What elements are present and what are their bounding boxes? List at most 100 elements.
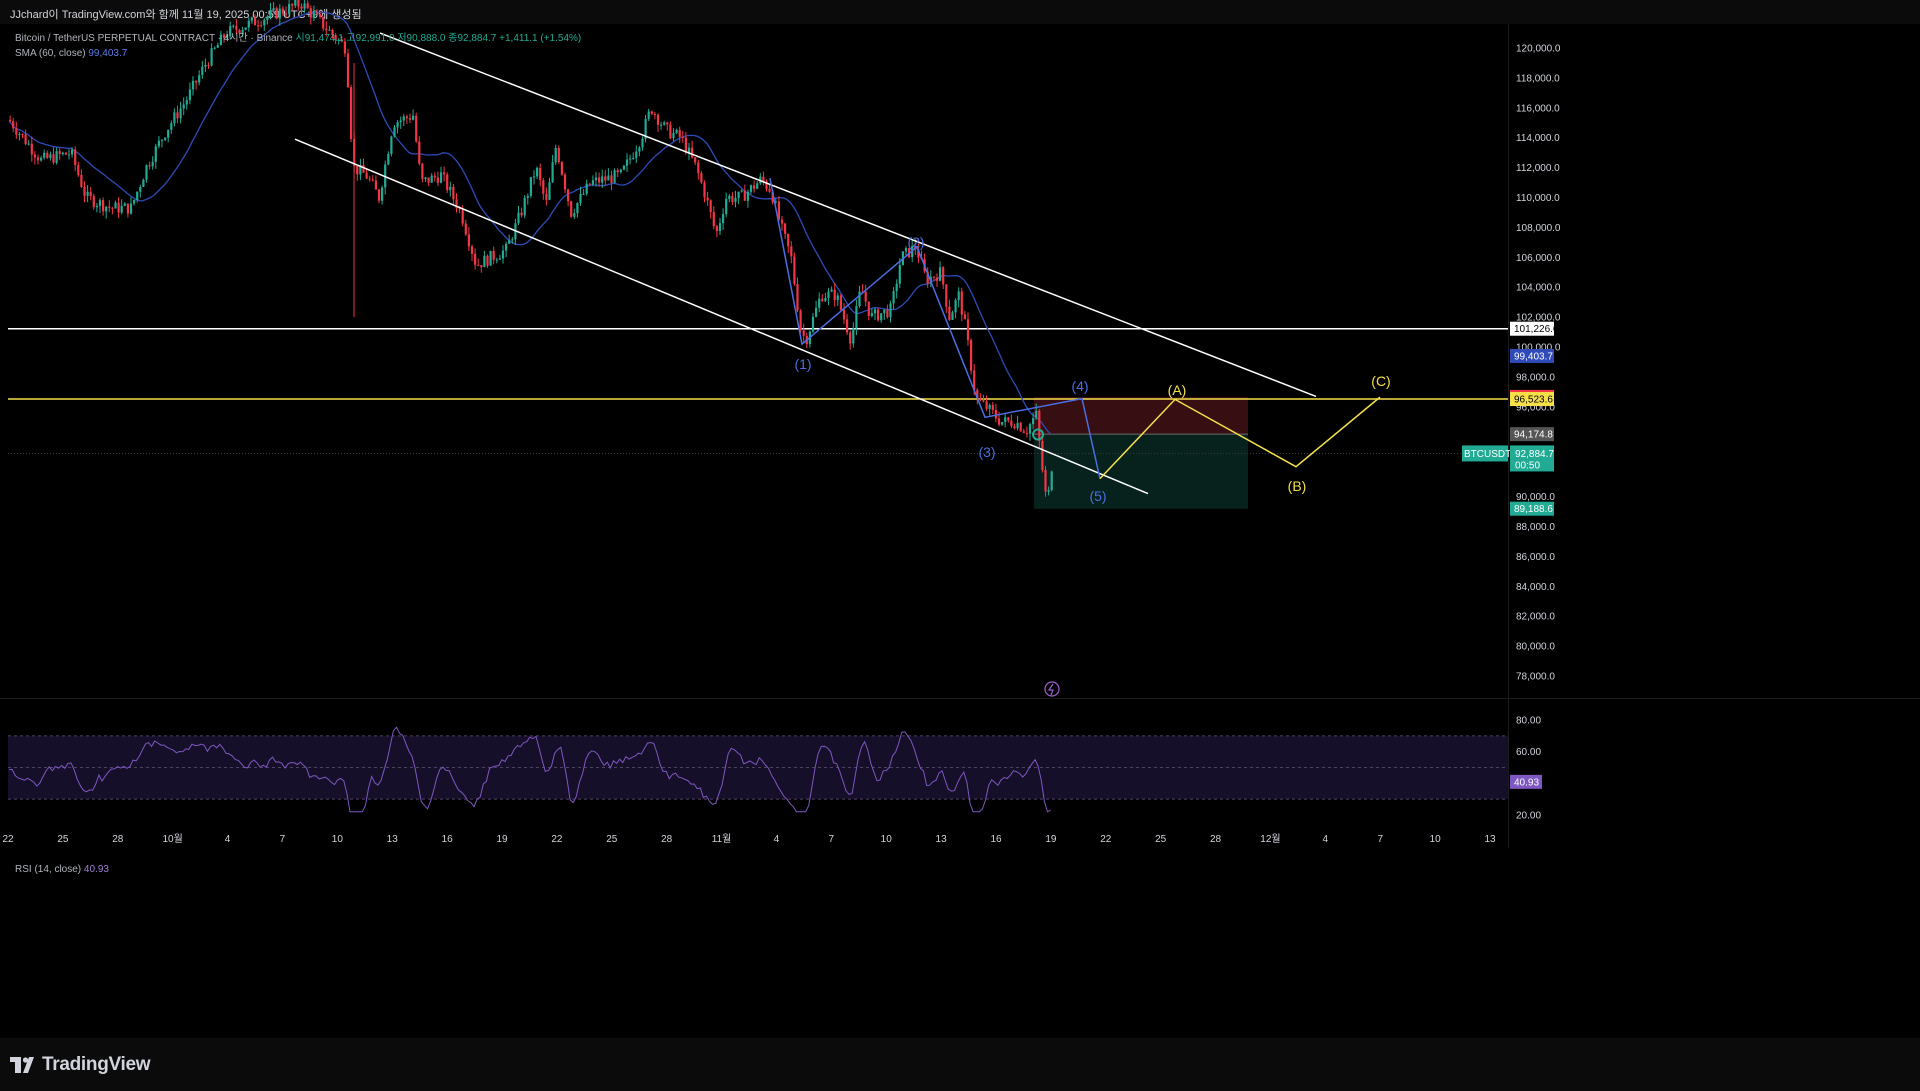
candle-body — [563, 174, 567, 190]
candle-body — [284, 13, 288, 15]
candle-body — [483, 255, 486, 268]
price-chart[interactable]: (1) (2) (3) (4) (5) (A) (B) (C) 120,000.0 118,00… — [0, 0, 1920, 1038]
candle-body — [830, 289, 833, 292]
sma-value: 99,403.7 — [88, 48, 128, 59]
price-axis-label: 116,000.0 — [1516, 103, 1560, 114]
candle-body — [86, 191, 89, 196]
candle-body — [98, 200, 102, 206]
candle-body — [694, 157, 697, 163]
candle-body — [114, 202, 117, 209]
candle-body — [548, 182, 551, 200]
candle-body — [780, 219, 784, 224]
candle-body — [179, 108, 182, 119]
candle-body — [300, 6, 303, 9]
price-axis-label: 106,000.0 — [1516, 253, 1561, 264]
candle-body — [991, 404, 994, 410]
candle-body — [644, 118, 647, 139]
candle-body — [303, 3, 306, 9]
time-axis-label: 4 — [1323, 834, 1329, 845]
candle-body — [551, 162, 554, 183]
price-tag-label: 96,523.6 — [1514, 395, 1553, 406]
candle-body — [55, 151, 58, 163]
price-axis-label: 104,000.0 — [1516, 283, 1561, 294]
candle-body — [873, 309, 877, 314]
candle-body — [343, 41, 346, 54]
candle-body — [213, 47, 216, 49]
candle-body — [272, 8, 275, 11]
candle-body — [95, 205, 98, 208]
time-axis-label: 10월 — [163, 833, 183, 845]
candle-body — [1001, 422, 1004, 425]
wave-label: (B) — [1288, 478, 1307, 494]
ohlc-values: 시91,474.1 고92,991.0 저90,888.0 종92,884.7 … — [295, 33, 582, 44]
tradingview-logo[interactable]: TradingView — [10, 1054, 151, 1076]
rsi-axis-label: 20.00 — [1516, 811, 1541, 822]
candle-body — [123, 203, 126, 206]
candle-body — [508, 239, 511, 244]
candle-body — [560, 162, 563, 175]
candle-body — [315, 12, 319, 15]
candle-body — [799, 310, 802, 331]
candle-body — [839, 295, 842, 310]
time-axis-label: 16 — [442, 834, 454, 845]
candle-body — [498, 258, 501, 260]
candle-body — [768, 188, 771, 192]
candle-body — [436, 177, 439, 183]
candle-body — [470, 246, 474, 254]
candle-body — [638, 147, 641, 152]
candle-body — [430, 175, 433, 183]
candle-body — [505, 243, 508, 251]
candle-body — [1007, 417, 1010, 421]
candle-body — [917, 249, 920, 258]
time-axis-label: 4 — [774, 834, 780, 845]
candle-body — [1013, 426, 1016, 429]
candle-body — [182, 104, 185, 109]
price-axis-label: 114,000.0 — [1516, 133, 1560, 144]
channel-upper — [379, 32, 1317, 398]
candle-body — [154, 146, 157, 162]
candle-body — [1038, 410, 1041, 442]
candle-body — [322, 16, 325, 29]
candle-body — [157, 140, 160, 147]
candle-body — [616, 170, 619, 173]
candle-body — [102, 200, 105, 212]
candle-body — [601, 176, 604, 183]
candle-body — [591, 180, 594, 185]
time-axis-label: 12월 — [1260, 833, 1280, 845]
time-axis-label: 22 — [1100, 834, 1112, 845]
footer-bar — [0, 1038, 1920, 1091]
candle-body — [725, 198, 728, 215]
candle-body — [185, 100, 188, 105]
rsi-value-tag-label: 40.93 — [1514, 777, 1539, 788]
candle-body — [740, 190, 743, 192]
candle-body — [9, 119, 12, 122]
time-axis-label: 10 — [1430, 834, 1442, 845]
candle-body — [604, 176, 607, 181]
candle-body — [715, 226, 718, 232]
candle-body — [629, 158, 632, 160]
price-axis-label: 120,000.0 — [1516, 44, 1561, 55]
candle-body — [275, 8, 278, 19]
candle-body — [904, 248, 908, 252]
candle-body — [387, 153, 390, 165]
candle-body — [328, 29, 331, 31]
candle-body — [443, 172, 446, 175]
rsi-legend: RSI (14, close) 40.93 — [15, 864, 109, 875]
candle-body — [151, 161, 154, 167]
candle-body — [712, 212, 715, 227]
candle-body — [700, 173, 703, 183]
candle-body — [486, 255, 489, 266]
candle-body — [588, 183, 591, 185]
candle-body — [247, 20, 250, 28]
time-axis-label: 10 — [332, 834, 344, 845]
candle-body — [12, 121, 15, 129]
candle-body — [647, 111, 650, 119]
symbol-tag-label: BTCUSDT.P — [1464, 449, 1520, 460]
candle-body — [542, 180, 545, 194]
channel-lower — [294, 138, 1149, 495]
candle-body — [852, 328, 855, 344]
candle-body — [136, 191, 139, 200]
candle-body — [1025, 432, 1028, 434]
candle-body — [932, 276, 935, 278]
candle-body — [477, 264, 480, 266]
